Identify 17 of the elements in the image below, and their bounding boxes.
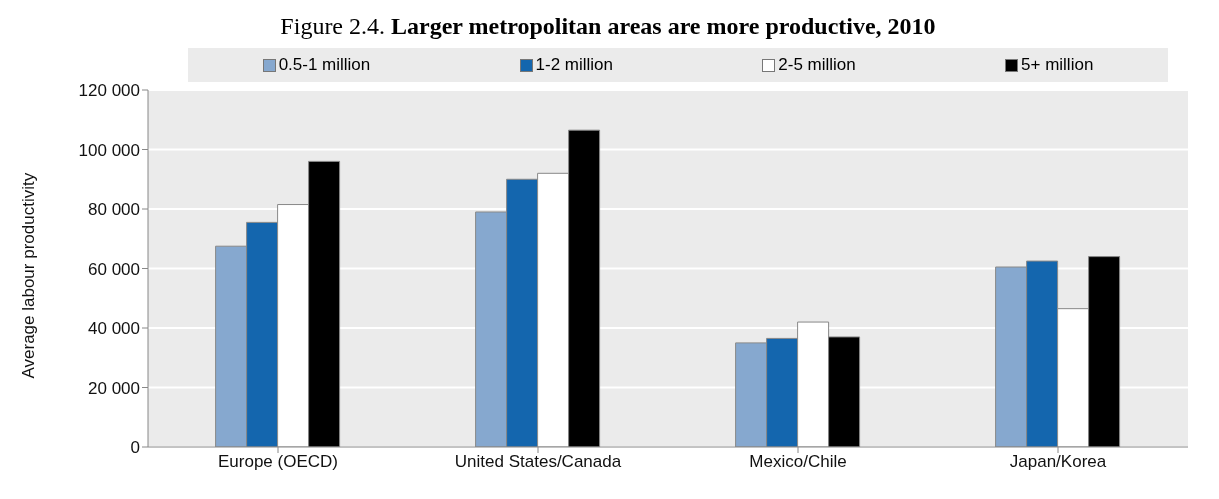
y-tick-label: 100 000	[78, 140, 140, 160]
legend-label: 1-2 million	[534, 55, 614, 75]
y-tick-label: 40 000	[88, 319, 140, 339]
y-tick-label: 60 000	[88, 259, 140, 279]
legend-label: 0.5-1 million	[277, 55, 371, 75]
y-tick-label: 80 000	[88, 200, 140, 220]
x-tick-label: Japan/Korea	[1009, 452, 1107, 472]
x-tick-label: Europe (OECD)	[218, 452, 338, 472]
y-tick-label: 20 000	[88, 378, 140, 398]
legend-label: 5+ million	[1020, 55, 1094, 75]
y-axis-title: Average labour productivity	[19, 172, 39, 379]
chart-title: Figure 2.4. Larger metropolitan areas are more productive, 2010	[280, 13, 936, 39]
legend-label: 2-5 million	[777, 55, 856, 75]
x-tick-label: Mexico/Chile	[749, 452, 847, 472]
y-tick-label: 120 000	[78, 81, 140, 101]
y-tick-label: 0	[130, 438, 140, 458]
x-tick-label: United States/Canada	[454, 452, 622, 472]
